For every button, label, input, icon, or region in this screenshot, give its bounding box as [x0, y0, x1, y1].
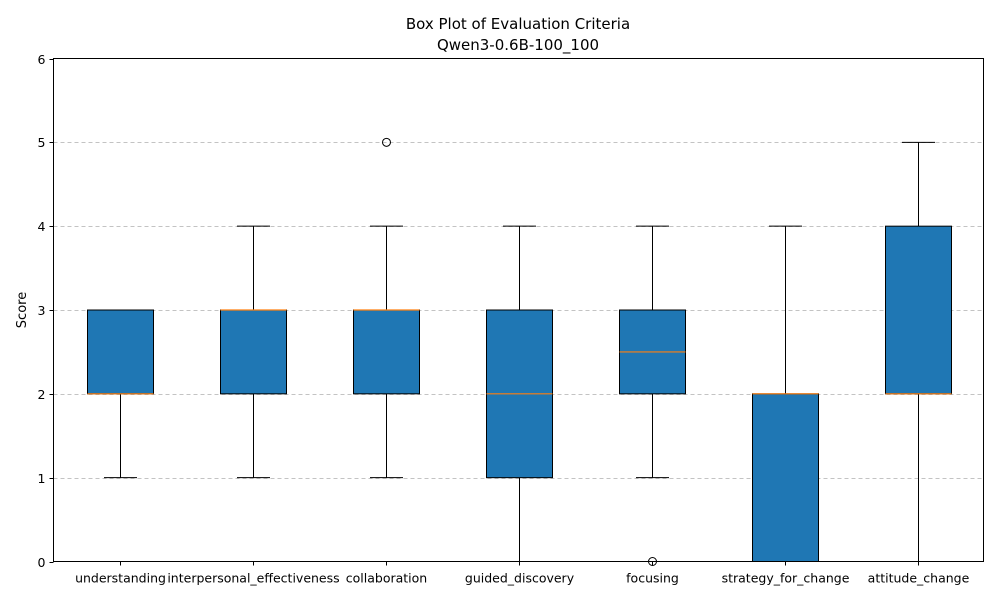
y-axis: 0 1 2 3 4 5 6	[38, 52, 54, 570]
iqr-box	[353, 309, 420, 395]
boxes	[87, 137, 952, 566]
box-focusing	[619, 225, 686, 566]
y-tick-label: 3	[38, 303, 46, 318]
y-tick-label: 2	[38, 387, 46, 402]
y-tick-label: 0	[38, 555, 46, 570]
iqr-box	[87, 309, 154, 395]
box-attitude_change	[885, 141, 952, 562]
x-tick-label: interpersonal_effectiveness	[167, 571, 339, 586]
iqr-box	[220, 309, 287, 395]
x-tick-label: collaboration	[346, 571, 427, 586]
box-interpersonal_effectiveness	[220, 225, 287, 479]
box-guided_discovery	[486, 225, 553, 562]
x-tick-label: attitude_change	[868, 571, 970, 586]
x-tick-label: guided_discovery	[465, 571, 575, 586]
y-tick-label: 5	[38, 135, 46, 150]
iqr-box	[752, 393, 819, 563]
x-tick-label: strategy_for_change	[722, 571, 850, 586]
box-understanding	[87, 309, 154, 479]
y-tick-label: 6	[38, 52, 46, 67]
x-tick-label: understanding	[75, 571, 166, 586]
x-axis: understanding interpersonal_effectiveness…	[75, 561, 970, 586]
chart-subtitle: Qwen3-0.6B-100_100	[437, 36, 599, 55]
y-tick-label: 1	[38, 471, 46, 486]
x-tick-label: focusing	[626, 571, 679, 586]
y-axis-label: Score	[15, 292, 30, 328]
y-tick-label: 4	[38, 219, 46, 234]
chart-title: Box Plot of Evaluation Criteria	[406, 15, 630, 33]
iqr-box	[885, 225, 952, 395]
box-collaboration	[353, 137, 420, 479]
outlier-point	[382, 137, 391, 147]
box-strategy_for_change	[752, 225, 819, 563]
